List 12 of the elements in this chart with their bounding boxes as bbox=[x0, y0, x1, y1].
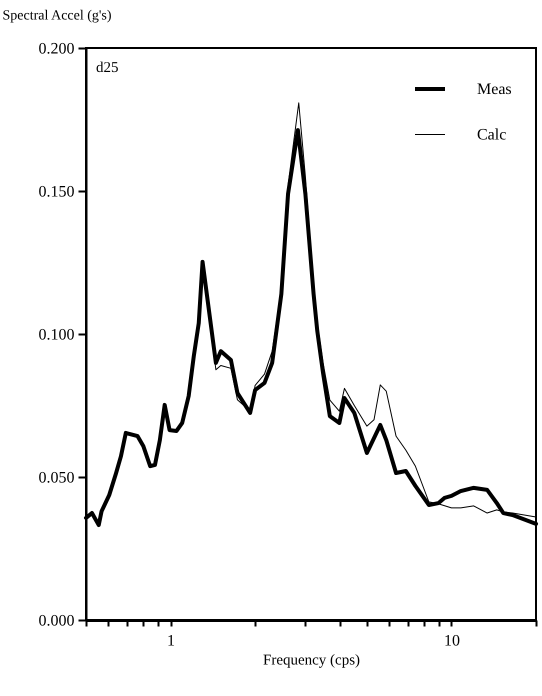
y-tick-label: 0.100 bbox=[38, 326, 74, 344]
y-tick-label: 0.000 bbox=[38, 612, 74, 630]
y-tick-label: 0.050 bbox=[38, 470, 74, 486]
y-tick-label: 0.150 bbox=[38, 184, 74, 200]
legend-label: Meas bbox=[477, 81, 512, 98]
x-axis-title: Frequency (cps) bbox=[262, 652, 360, 668]
y-tick-label: 0.200 bbox=[38, 40, 74, 58]
legend-label: Calc bbox=[477, 126, 506, 144]
y-axis-title: Spectral Accel (g's) bbox=[2, 8, 112, 24]
x-tick-label: 10 bbox=[444, 632, 460, 650]
x-tick-label: 1 bbox=[167, 632, 176, 650]
annotation: d25 bbox=[96, 60, 118, 76]
